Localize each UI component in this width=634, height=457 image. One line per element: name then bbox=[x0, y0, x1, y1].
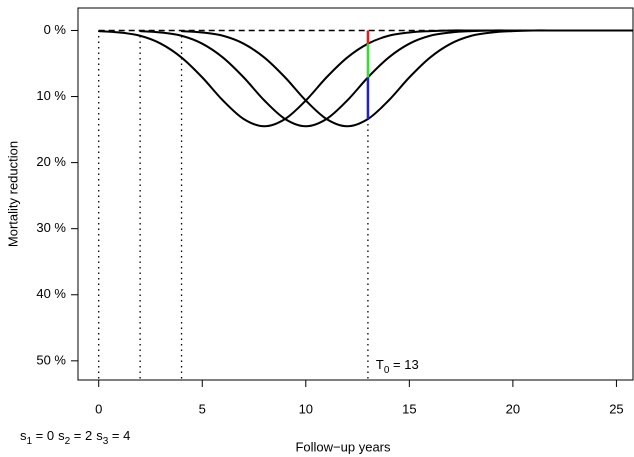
plot-area bbox=[98, 29, 633, 380]
rest: = 13 bbox=[389, 357, 418, 372]
subscript: 3 bbox=[103, 436, 109, 447]
x-tick-label: 25 bbox=[609, 401, 623, 416]
y-tick-label: 20 % bbox=[36, 154, 66, 169]
plot-frame bbox=[77, 7, 634, 381]
x-tick-label: 5 bbox=[199, 401, 206, 416]
rest: = 4 bbox=[108, 428, 130, 443]
subscript: 1 bbox=[27, 436, 33, 447]
x-tick-label: 15 bbox=[402, 401, 416, 416]
y-tick-label: 0 % bbox=[44, 22, 67, 37]
y-tick-label: 10 % bbox=[36, 88, 66, 103]
x-tick-label: 20 bbox=[506, 401, 520, 416]
s-label: s1 = 0 bbox=[20, 428, 54, 446]
curve bbox=[140, 29, 633, 128]
rest: = 0 bbox=[32, 428, 54, 443]
x-tick-label: 0 bbox=[95, 401, 102, 416]
symbol: s bbox=[58, 428, 65, 443]
rest: = 2 bbox=[70, 428, 92, 443]
symbol: s bbox=[20, 428, 27, 443]
s-label: s2 = 2 bbox=[58, 428, 92, 446]
curve bbox=[181, 29, 633, 128]
t0-label: T0 = 13 bbox=[376, 357, 419, 375]
symbol: s bbox=[96, 428, 103, 443]
y-tick-label: 40 % bbox=[36, 286, 66, 301]
x-tick-label: 10 bbox=[299, 401, 313, 416]
s-label: s3 = 4 bbox=[96, 428, 130, 446]
subscript: 0 bbox=[384, 365, 390, 376]
symbol: T bbox=[376, 357, 384, 372]
y-axis-label: Mortality reduction bbox=[5, 141, 20, 247]
subscript: 2 bbox=[65, 436, 71, 447]
y-tick-label: 50 % bbox=[36, 352, 66, 367]
y-tick-label: 30 % bbox=[36, 220, 66, 235]
x-axis-label: Follow−up years bbox=[295, 439, 391, 454]
